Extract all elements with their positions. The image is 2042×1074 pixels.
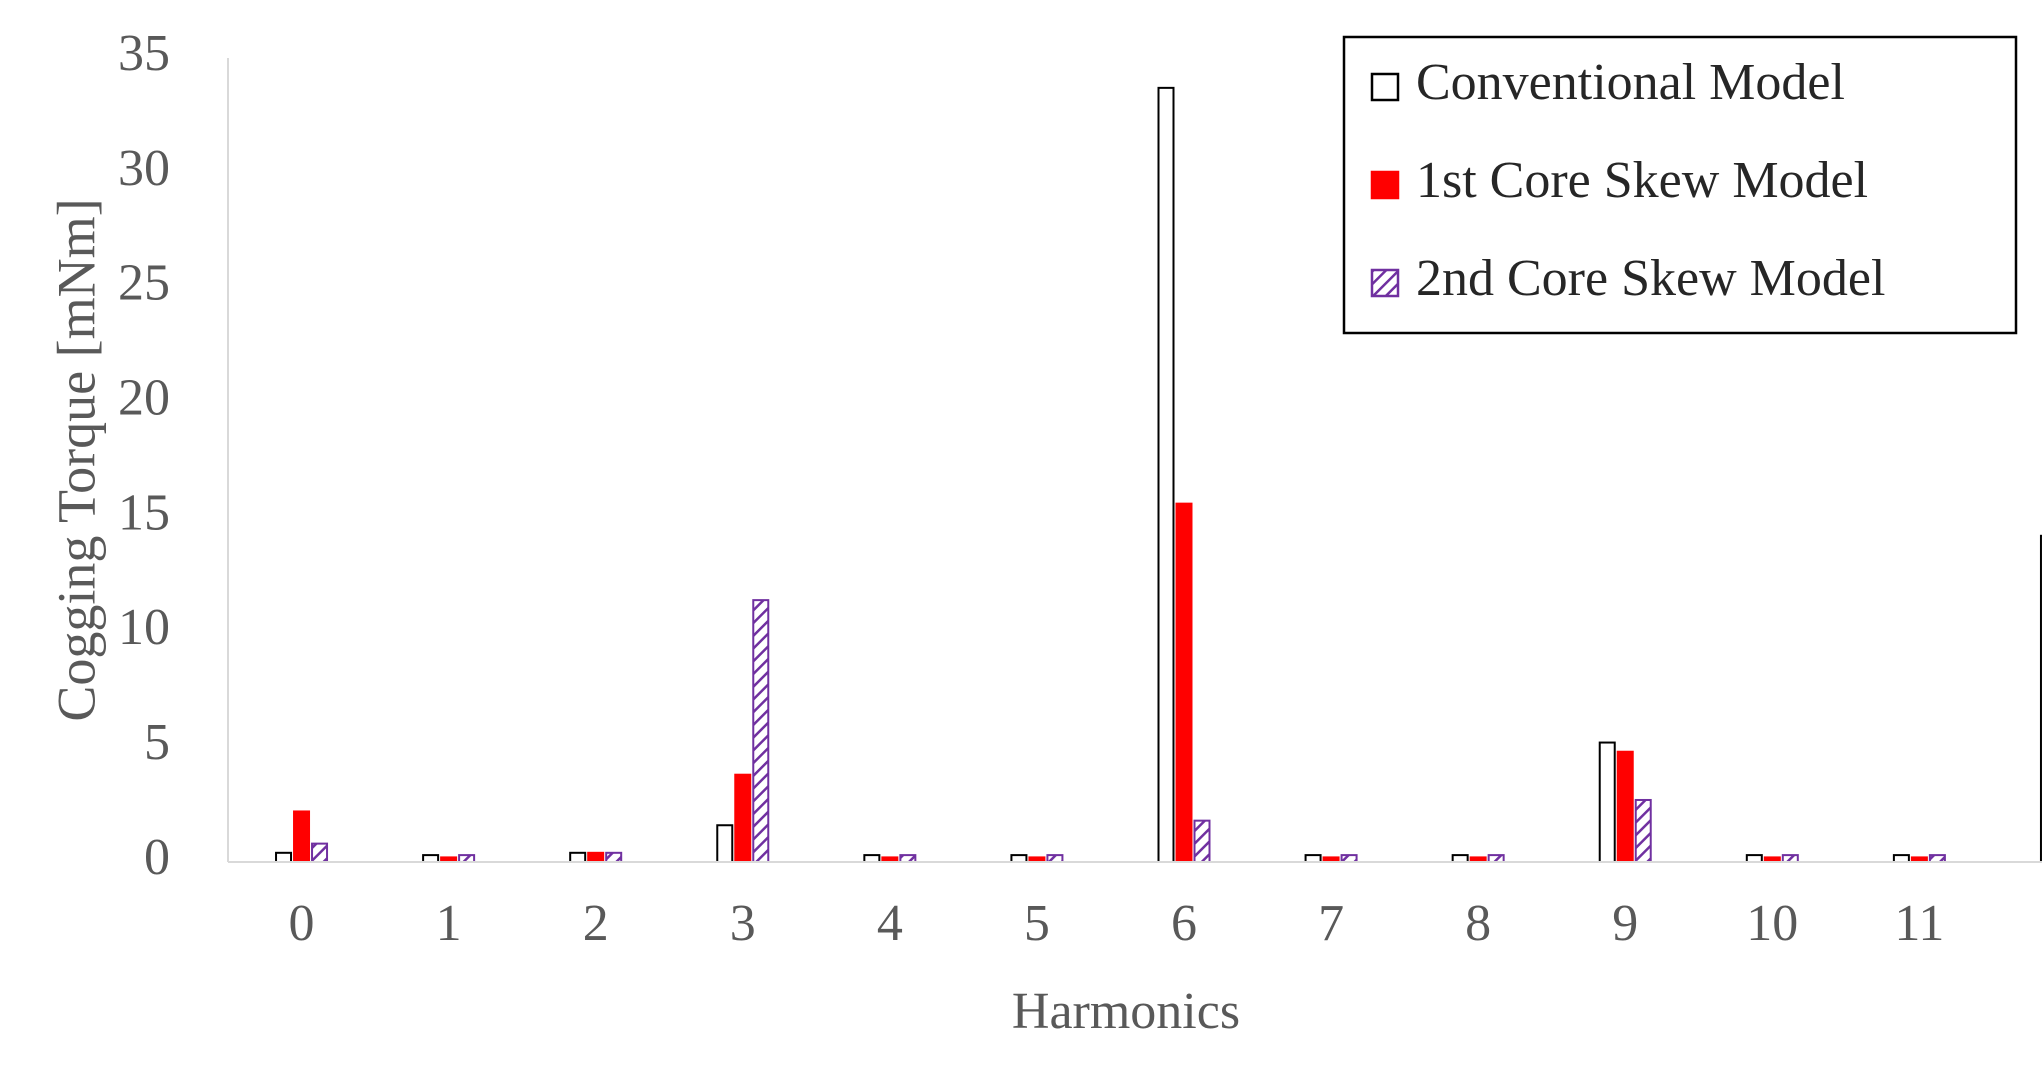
bar-conventional-model-h5 xyxy=(1010,854,1028,864)
bar-2nd-core-skew-model-h11 xyxy=(1928,854,1946,864)
y-tick-label-15: 15 xyxy=(118,484,170,541)
plot-area xyxy=(227,58,2042,864)
bar-1st-core-skew-model-h3 xyxy=(734,773,752,863)
x-axis-ticks: 0123456789101112 xyxy=(289,895,2042,952)
x-tick-label-3: 3 xyxy=(730,895,756,952)
x-tick-label-8: 8 xyxy=(1465,895,1491,952)
x-tick-label-12: 12 xyxy=(2040,895,2042,952)
legend: Conventional Model 1st Core Skew Model 2… xyxy=(1342,35,2018,335)
y-tick-label-20: 20 xyxy=(118,370,170,427)
legend-box xyxy=(1342,35,2018,335)
bar-conventional-model-h11 xyxy=(1892,854,1910,864)
legend-swatch-conventional xyxy=(1370,72,1400,102)
bar-2nd-core-skew-model-h0 xyxy=(311,842,329,864)
bar-conventional-model-h12 xyxy=(2039,534,2042,863)
legend-item-conventional: Conventional Model xyxy=(1370,54,1845,111)
y-axis-ticks: 0 5 10 15 20 25 30 35 xyxy=(118,25,170,886)
bar-conventional-model-h1 xyxy=(422,854,440,864)
y-tick-label-30: 30 xyxy=(118,140,170,197)
bar-2nd-core-skew-model-h8 xyxy=(1487,854,1505,864)
bar-conventional-model-h3 xyxy=(716,824,734,864)
y-tick-label-25: 25 xyxy=(118,255,170,312)
x-tick-label-6: 6 xyxy=(1171,895,1197,952)
x-tick-label-10: 10 xyxy=(1746,895,1798,952)
legend-label-2nd-core-skew: 2nd Core Skew Model xyxy=(1416,250,1885,307)
bar-conventional-model-h8 xyxy=(1451,854,1469,864)
bar-2nd-core-skew-model-h5 xyxy=(1046,854,1064,864)
bar-1st-core-skew-model-h0 xyxy=(293,810,311,863)
bar-2nd-core-skew-model-h6 xyxy=(1193,819,1211,863)
y-tick-label-5: 5 xyxy=(144,714,170,771)
x-tick-label-7: 7 xyxy=(1318,895,1344,952)
bar-conventional-model-h10 xyxy=(1745,854,1763,864)
legend-item-2nd-core-skew: 2nd Core Skew Model xyxy=(1370,250,1885,307)
bar-2nd-core-skew-model-h9 xyxy=(1634,798,1652,864)
x-tick-label-0: 0 xyxy=(289,895,315,952)
legend-item-1st-core-skew: 1st Core Skew Model xyxy=(1370,152,1868,209)
bar-conventional-model-h6 xyxy=(1157,86,1175,863)
x-tick-label-9: 9 xyxy=(1612,895,1638,952)
y-tick-label-0: 0 xyxy=(144,829,170,886)
x-tick-label-2: 2 xyxy=(583,895,609,952)
bar-1st-core-skew-model-h9 xyxy=(1616,750,1634,863)
y-axis-label: Cogging Torque [mNm] xyxy=(46,198,106,721)
bar-2nd-core-skew-model-h10 xyxy=(1781,854,1799,864)
bar-conventional-model-h7 xyxy=(1304,854,1322,864)
bar-2nd-core-skew-model-h2 xyxy=(605,851,623,863)
bar-conventional-model-h4 xyxy=(863,854,881,864)
bar-2nd-core-skew-model-h1 xyxy=(458,854,476,864)
bar-conventional-model-h2 xyxy=(569,851,587,863)
x-tick-label-11: 11 xyxy=(1894,895,1944,952)
bar-conventional-model-h9 xyxy=(1598,741,1616,864)
legend-swatch-1st-core-skew xyxy=(1370,170,1400,200)
bar-2nd-core-skew-model-h7 xyxy=(1340,854,1358,864)
legend-swatch-2nd-core-skew xyxy=(1370,268,1400,298)
x-tick-label-5: 5 xyxy=(1024,895,1050,952)
y-tick-label-35: 35 xyxy=(118,25,170,82)
y-tick-label-10: 10 xyxy=(118,599,170,656)
x-tick-label-4: 4 xyxy=(877,895,903,952)
bar-conventional-model-h0 xyxy=(275,851,293,863)
x-axis-label: Harmonics xyxy=(1012,983,1240,1040)
legend-label-conventional: Conventional Model xyxy=(1416,54,1845,111)
legend-label-1st-core-skew: 1st Core Skew Model xyxy=(1416,152,1868,209)
bar-1st-core-skew-model-h6 xyxy=(1175,502,1193,863)
bar-1st-core-skew-model-h2 xyxy=(587,851,605,863)
bar-2nd-core-skew-model-h3 xyxy=(752,599,770,864)
bars-layer xyxy=(275,86,2042,864)
bar-2nd-core-skew-model-h4 xyxy=(899,854,917,864)
x-tick-label-1: 1 xyxy=(436,895,462,952)
